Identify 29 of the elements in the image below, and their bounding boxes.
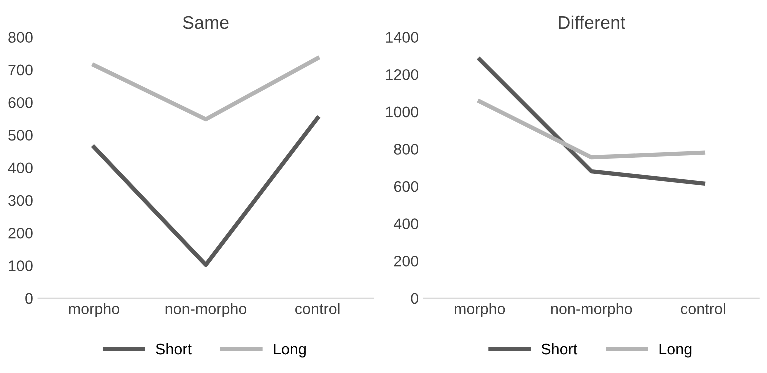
legend-label: Short	[542, 343, 578, 355]
y-tick-label: 1400	[386, 32, 419, 43]
y-tick-label: 700	[8, 64, 33, 76]
y-tick-label: 600	[8, 97, 33, 108]
chart-title: Different	[559, 16, 626, 30]
y-tick-label: 100	[9, 260, 33, 272]
legend-label: Long	[660, 344, 692, 358]
y-tick-label: 200	[8, 228, 33, 239]
legend-label: Long	[274, 344, 306, 358]
y-tick-label: 0	[411, 293, 419, 304]
y-tick-label: 1200	[386, 69, 419, 80]
y-tick-label: 400	[394, 218, 419, 230]
x-tick-label: non-morpho	[166, 303, 247, 318]
y-tick-label: 800	[8, 32, 33, 43]
legend-label: Short	[156, 343, 192, 355]
y-tick-label: 200	[394, 256, 419, 267]
x-tick-label: control	[681, 303, 726, 314]
x-tick-label: non-morpho	[551, 303, 632, 318]
x-tick-label: morpho	[454, 303, 506, 318]
y-tick-label: 300	[8, 195, 33, 206]
x-tick-label: control	[296, 303, 340, 314]
chart-title: Same	[183, 16, 229, 30]
x-tick-label: morpho	[69, 303, 120, 318]
y-tick-label: 400	[8, 162, 33, 174]
y-tick-label: 800	[394, 144, 419, 155]
y-tick-label: 600	[394, 181, 419, 192]
y-tick-label: 0	[26, 293, 33, 304]
y-tick-label: 1000	[386, 106, 419, 118]
y-tick-label: 500	[8, 130, 33, 141]
